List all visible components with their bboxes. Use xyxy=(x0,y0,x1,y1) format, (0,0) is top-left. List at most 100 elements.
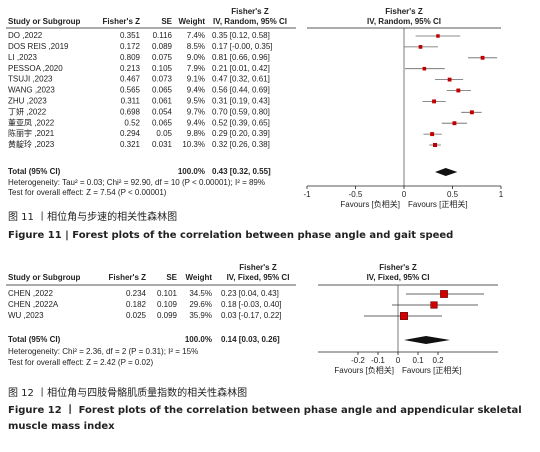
effect-square xyxy=(430,301,438,309)
effect-square xyxy=(436,34,440,38)
total-label: Total (95% CI) xyxy=(8,167,61,176)
favours-right: Favours [正相关] xyxy=(402,365,462,375)
effect-ci: 0.23 [0.04, 0.43] xyxy=(221,289,279,298)
column-header: Study or Subgroup xyxy=(8,17,81,26)
effect-square xyxy=(430,132,435,137)
plot-header: Fisher's Z xyxy=(385,7,423,16)
fisher-z: 0.321 xyxy=(120,140,141,149)
weight: 9.1% xyxy=(187,75,205,84)
overall-test: Test for overall effect: Z = 2.42 (P = 0… xyxy=(8,358,153,367)
effect-square xyxy=(418,45,423,49)
effect-ci: 0.29 [0.20, 0.39] xyxy=(212,129,270,138)
total-label: Total (95% CI) xyxy=(8,335,61,344)
figure-caption: Figure 12 丨 Forest plots of the correlat… xyxy=(8,405,522,432)
study-name: 董亚凤 ,2022 xyxy=(8,117,55,127)
standard-error: 0.116 xyxy=(153,31,173,40)
study-name: ZHU ,2023 xyxy=(8,97,47,106)
effect-ci: 0.70 [0.59, 0.80] xyxy=(212,107,270,116)
effect-ci: 0.21 [0.01, 0.42] xyxy=(212,64,270,73)
fisher-z: 0.809 xyxy=(120,53,141,62)
effect-square xyxy=(400,312,408,320)
heterogeneity: Heterogeneity: Tau² = 0.03; Chi² = 92.90… xyxy=(8,178,265,187)
effect-ci: 0.32 [0.26, 0.38] xyxy=(212,140,270,149)
total-ci: 0.14 [0.03, 0.26] xyxy=(221,335,280,344)
x-tick-label: 0.2 xyxy=(432,356,444,365)
study-name: DOS REIS ,2019 xyxy=(8,42,69,51)
study-name: CHEN ,2022A xyxy=(8,300,59,309)
weight: 10.3% xyxy=(182,140,205,149)
study-name: 陈丽宇 ,2021 xyxy=(8,128,55,138)
effect-square xyxy=(469,110,474,115)
standard-error: 0.075 xyxy=(152,53,173,62)
study-name: TSUJI ,2023 xyxy=(8,75,53,84)
study-name: WU ,2023 xyxy=(8,311,44,320)
weight: 34.5% xyxy=(189,289,212,298)
weight: 9.0% xyxy=(187,53,205,62)
total-weight: 100.0% xyxy=(178,167,205,176)
column-header: Fisher's Z xyxy=(109,273,147,282)
standard-error: 0.109 xyxy=(157,300,178,309)
figure-caption: Figure 11 | Forest plots of the correlat… xyxy=(8,230,454,241)
x-tick-label: -0.1 xyxy=(371,356,385,365)
fisher-z: 0.182 xyxy=(126,300,147,309)
standard-error: 0.065 xyxy=(152,118,173,127)
effect-ci: 0.03 [-0.17, 0.22] xyxy=(221,311,282,320)
column-header: Fisher's Z xyxy=(239,263,277,272)
effect-square xyxy=(422,66,427,71)
column-header: Fisher's Z xyxy=(231,7,269,16)
weight: 9.4% xyxy=(187,86,205,95)
column-header: Weight xyxy=(185,273,212,282)
x-tick-label: -1 xyxy=(303,190,311,199)
effect-square xyxy=(452,121,457,126)
fisher-z: 0.698 xyxy=(120,107,141,116)
heterogeneity: Heterogeneity: Chi² = 2.36, df = 2 (P = … xyxy=(8,347,198,356)
overall-test: Test for overall effect: Z = 7.54 (P < 0… xyxy=(8,188,167,197)
standard-error: 0.061 xyxy=(152,97,173,106)
effect-ci: 0.18 [-0.03, 0.40] xyxy=(221,300,282,309)
plot-header: IV, Random, 95% CI xyxy=(367,17,441,26)
column-header: IV, Random, 95% CI xyxy=(213,17,287,26)
effect-ci: 0.81 [0.66, 0.96] xyxy=(212,53,270,62)
fisher-z: 0.213 xyxy=(120,64,141,73)
favours-left: Favours [负相关] xyxy=(334,365,394,375)
effect-ci: 0.47 [0.32, 0.61] xyxy=(212,75,270,84)
favours-left: Favours [负相关] xyxy=(340,199,400,209)
weight: 8.5% xyxy=(187,42,205,51)
weight: 29.6% xyxy=(189,300,212,309)
column-header: SE xyxy=(166,273,177,282)
total-ci: 0.43 [0.32, 0.55] xyxy=(212,167,271,176)
effect-ci: 0.52 [0.39, 0.65] xyxy=(212,118,270,127)
fisher-z: 0.234 xyxy=(126,289,147,298)
x-tick-label: -0.2 xyxy=(351,356,365,365)
column-header: Fisher's Z xyxy=(103,17,141,26)
standard-error: 0.105 xyxy=(152,64,173,73)
standard-error: 0.073 xyxy=(152,75,173,84)
column-header: SE xyxy=(161,17,172,26)
x-tick-label: 0 xyxy=(396,356,401,365)
standard-error: 0.05 xyxy=(156,129,172,138)
weight: 9.5% xyxy=(187,97,205,106)
study-name: LI ,2023 xyxy=(8,53,37,62)
summary-diamond xyxy=(404,336,450,344)
effect-square xyxy=(456,88,461,93)
fisher-z: 0.351 xyxy=(120,31,141,40)
effect-square xyxy=(447,77,452,82)
weight: 9.4% xyxy=(187,118,205,127)
effect-ci: 0.35 [0.12, 0.58] xyxy=(212,31,270,40)
weight: 9.7% xyxy=(187,107,205,116)
column-header: IV, Fixed, 95% CI xyxy=(227,273,290,282)
study-name: 丁妍 ,2022 xyxy=(8,106,47,116)
effect-ci: 0.17 [-0.00, 0.35] xyxy=(212,42,273,51)
standard-error: 0.089 xyxy=(152,42,173,51)
plot-header: Fisher's Z xyxy=(379,263,417,272)
plot-header: IV, Fixed, 95% CI xyxy=(367,273,430,282)
summary-diamond xyxy=(435,168,458,176)
figure-caption: 图 11 丨相位角与步速的相关性森林图 xyxy=(8,212,178,223)
standard-error: 0.065 xyxy=(152,86,173,95)
study-name: DO ,2022 xyxy=(8,31,43,40)
weight: 7.4% xyxy=(187,31,205,40)
study-name: CHEN ,2022 xyxy=(8,289,53,298)
fisher-z: 0.565 xyxy=(120,86,141,95)
